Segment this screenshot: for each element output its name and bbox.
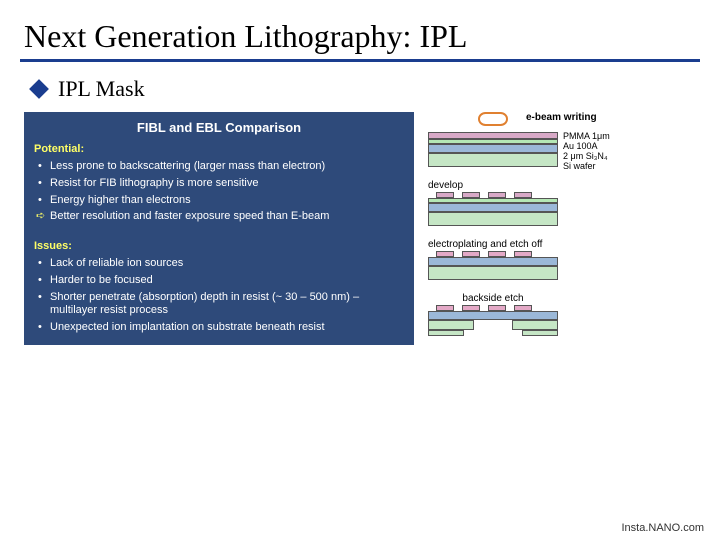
issues-label: Issues:	[34, 240, 404, 252]
layer-pmma	[428, 132, 558, 139]
title-underline	[20, 59, 700, 62]
comparison-panel: FIBL and EBL Comparison Potential: Less …	[24, 112, 414, 345]
layer-si3n4	[428, 144, 558, 153]
main-content: FIBL and EBL Comparison Potential: Less …	[0, 112, 720, 345]
stage-backside-etch: backside etch	[428, 290, 678, 336]
list-item: Energy higher than electrons	[38, 193, 404, 210]
list-item: Better resolution and faster exposure sp…	[38, 209, 404, 226]
panel-heading: FIBL and EBL Comparison	[34, 120, 404, 135]
stage-electroplate: electroplating and etch off	[428, 236, 678, 280]
subheading-text: IPL Mask	[58, 76, 145, 102]
list-item: Harder to be focused	[38, 273, 404, 290]
ebeam-label: e-beam writing	[526, 112, 597, 123]
diamond-bullet-icon	[29, 79, 49, 99]
develop-label: develop	[428, 180, 678, 191]
electroplate-label: electroplating and etch off	[428, 239, 678, 250]
potential-label: Potential:	[34, 143, 404, 155]
list-item: Unexpected ion implantation on substrate…	[38, 320, 404, 337]
layer-siwafer	[428, 153, 558, 167]
list-item: Lack of reliable ion sources	[38, 256, 404, 273]
label-siwafer: Si wafer	[563, 162, 610, 172]
issues-list: Lack of reliable ion sources Harder to b…	[34, 256, 404, 337]
list-item: Resist for FIB lithography is more sensi…	[38, 176, 404, 193]
stage-ebeam: e-beam writing PMMA 1μm Au 100A 2 μm Si₃…	[428, 112, 678, 167]
layer-stack	[428, 132, 558, 167]
subheading-row: IPL Mask	[0, 72, 720, 112]
list-item: Shorter penetrate (absorption) depth in …	[38, 290, 404, 321]
process-diagram: e-beam writing PMMA 1μm Au 100A 2 μm Si₃…	[428, 112, 678, 345]
backside-label: backside etch	[428, 293, 558, 304]
potential-list: Less prone to backscattering (larger mas…	[34, 159, 404, 226]
stage-develop: develop	[428, 177, 678, 226]
etched-substrate	[428, 320, 558, 330]
slide-title: Next Generation Lithography: IPL	[0, 0, 720, 59]
lens-icon	[478, 112, 508, 126]
footer-credit: Insta.NANO.com	[621, 522, 704, 534]
layer-labels: PMMA 1μm Au 100A 2 μm Si₃N₄ Si wafer	[563, 132, 610, 172]
list-item: Less prone to backscattering (larger mas…	[38, 159, 404, 176]
